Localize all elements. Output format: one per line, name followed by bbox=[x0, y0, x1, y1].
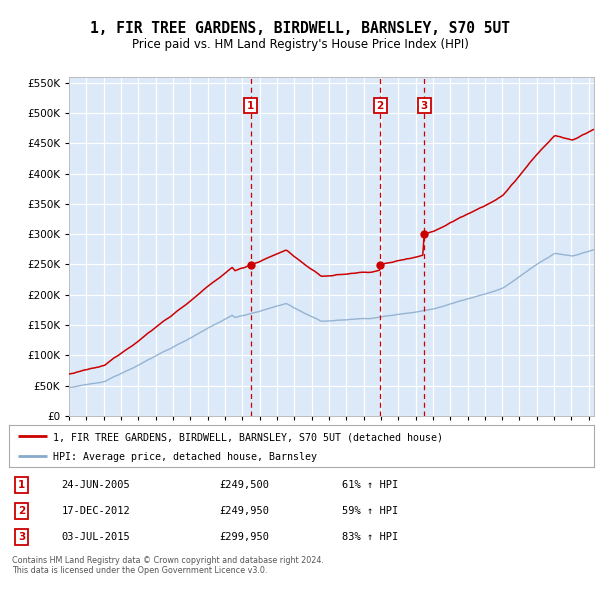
Text: 83% ↑ HPI: 83% ↑ HPI bbox=[343, 532, 398, 542]
Text: 1, FIR TREE GARDENS, BIRDWELL, BARNSLEY, S70 5UT: 1, FIR TREE GARDENS, BIRDWELL, BARNSLEY,… bbox=[90, 21, 510, 35]
Text: £299,950: £299,950 bbox=[220, 532, 269, 542]
Text: £249,950: £249,950 bbox=[220, 506, 269, 516]
Text: Contains HM Land Registry data © Crown copyright and database right 2024.: Contains HM Land Registry data © Crown c… bbox=[12, 556, 324, 565]
Text: This data is licensed under the Open Government Licence v3.0.: This data is licensed under the Open Gov… bbox=[12, 566, 268, 575]
Text: 17-DEC-2012: 17-DEC-2012 bbox=[62, 506, 130, 516]
Text: HPI: Average price, detached house, Barnsley: HPI: Average price, detached house, Barn… bbox=[53, 452, 317, 461]
Text: 2: 2 bbox=[18, 506, 25, 516]
Text: 61% ↑ HPI: 61% ↑ HPI bbox=[343, 480, 398, 490]
Text: 2: 2 bbox=[377, 100, 384, 110]
Text: 03-JUL-2015: 03-JUL-2015 bbox=[62, 532, 130, 542]
Text: 3: 3 bbox=[18, 532, 25, 542]
Text: 1: 1 bbox=[18, 480, 25, 490]
Text: Price paid vs. HM Land Registry's House Price Index (HPI): Price paid vs. HM Land Registry's House … bbox=[131, 38, 469, 51]
Text: 1: 1 bbox=[247, 100, 254, 110]
Text: 24-JUN-2005: 24-JUN-2005 bbox=[62, 480, 130, 490]
Text: 59% ↑ HPI: 59% ↑ HPI bbox=[343, 506, 398, 516]
Text: 3: 3 bbox=[421, 100, 428, 110]
Text: £249,500: £249,500 bbox=[220, 480, 269, 490]
Text: 1, FIR TREE GARDENS, BIRDWELL, BARNSLEY, S70 5UT (detached house): 1, FIR TREE GARDENS, BIRDWELL, BARNSLEY,… bbox=[53, 432, 443, 442]
